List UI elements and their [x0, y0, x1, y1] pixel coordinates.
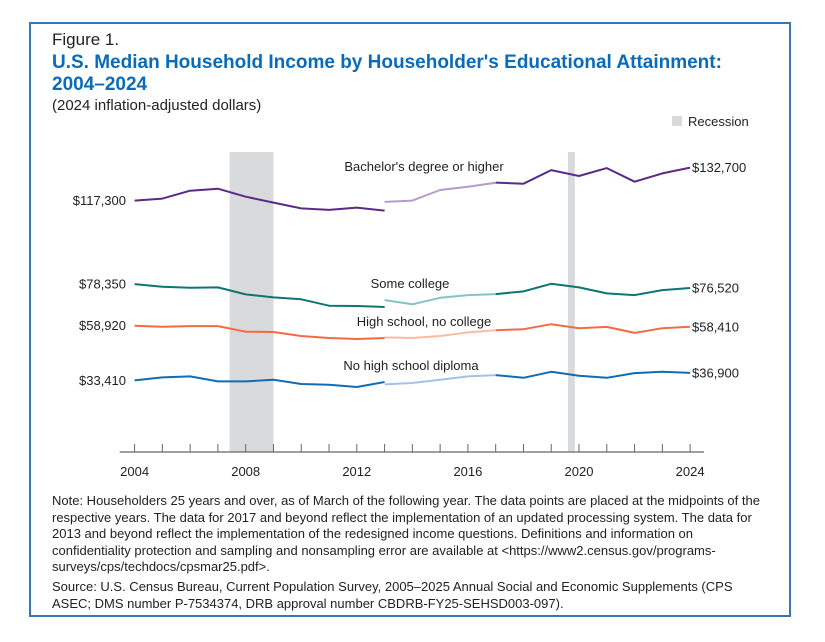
- end-value-label: $36,900: [692, 365, 739, 380]
- series-label: Bachelor's degree or higher: [344, 159, 504, 174]
- notes: Note: Householders 25 years and over, as…: [52, 493, 772, 612]
- x-tick-label: 2024: [676, 464, 705, 479]
- series-line-dark: [134, 375, 385, 388]
- x-tick-label: 2016: [453, 464, 482, 479]
- series-label: No high school diploma: [343, 358, 479, 373]
- recession-band: [567, 152, 575, 452]
- series-label: Some college: [371, 276, 450, 291]
- start-value-label: $78,350: [79, 277, 126, 292]
- series-label: High school, no college: [357, 314, 491, 329]
- chart-subtitle: (2024 inflation-adjusted dollars): [52, 97, 262, 114]
- figure-frame: [29, 22, 791, 617]
- series-line-light: [384, 374, 496, 386]
- series-line-dark: [495, 282, 691, 297]
- series-line-light: [384, 329, 496, 339]
- x-tick-label: 2012: [342, 464, 371, 479]
- series-line-dark: [495, 323, 691, 334]
- legend-swatch-recession: [672, 116, 682, 126]
- start-value-label: $58,920: [79, 318, 126, 333]
- series-line-dark: [495, 370, 691, 379]
- source-text: Source: U.S. Census Bureau, Current Popu…: [52, 578, 733, 611]
- end-value-label: $132,700: [692, 160, 746, 175]
- end-value-label: $76,520: [692, 281, 739, 296]
- start-value-label: $117,300: [73, 193, 126, 208]
- series-line-light: [384, 293, 496, 306]
- x-tick-label: 2008: [231, 464, 260, 479]
- x-tick-label: 2004: [120, 464, 149, 479]
- series-line-dark: [495, 166, 691, 185]
- start-value-label: $33,410: [79, 373, 126, 388]
- note-text: Note: Householders 25 years and over, as…: [52, 493, 760, 575]
- legend-label-recession: Recession: [688, 114, 749, 129]
- series-line-light: [384, 181, 496, 203]
- end-value-label: $58,410: [692, 319, 739, 334]
- figure-label: Figure 1.: [52, 30, 120, 49]
- series-line-dark: [134, 187, 385, 212]
- series-line-dark: [134, 324, 385, 340]
- chart-title: U.S. Median Household Income by Househol…: [52, 52, 722, 95]
- series-line-dark: [134, 283, 385, 308]
- x-tick-label: 2020: [565, 464, 594, 479]
